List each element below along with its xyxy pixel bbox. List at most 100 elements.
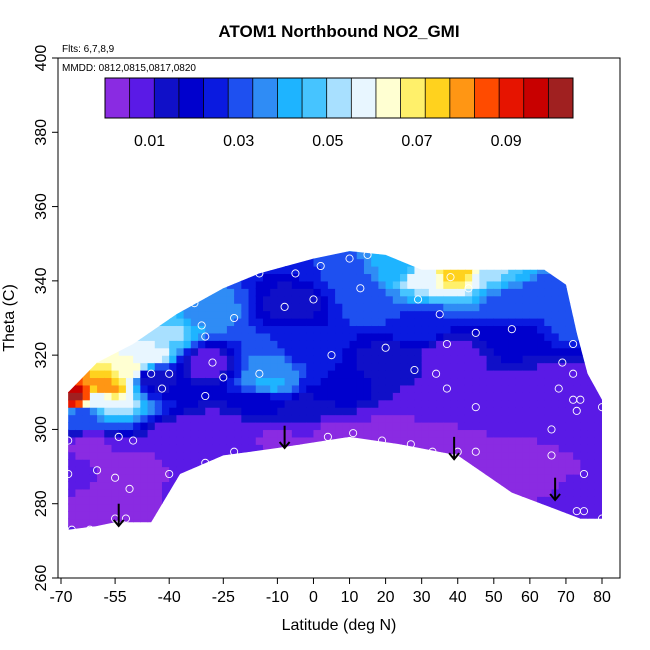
heatmap-cell <box>436 459 444 468</box>
heatmap-cell <box>75 407 84 416</box>
heatmap-cell <box>190 444 199 453</box>
heatmap-cell <box>219 474 228 483</box>
heatmap-cell <box>573 325 581 334</box>
heatmap-cell <box>587 384 596 393</box>
heatmap-cell <box>154 511 163 520</box>
heatmap-cell <box>270 251 278 260</box>
heatmap-cell <box>133 474 141 483</box>
heatmap-cell <box>443 280 452 289</box>
heatmap-cell <box>342 429 351 438</box>
heatmap-cell <box>219 288 228 297</box>
heatmap-cell <box>580 318 589 327</box>
heatmap-cell <box>320 347 329 356</box>
heatmap-cell <box>335 340 343 349</box>
heatmap-cell <box>450 288 459 297</box>
heatmap-cell <box>75 303 84 312</box>
heatmap-cell <box>226 481 235 490</box>
heatmap-cell <box>587 511 596 520</box>
heatmap-cell <box>306 422 315 431</box>
heatmap-cell <box>328 533 336 541</box>
heatmap-cell <box>573 303 581 312</box>
heatmap-cell <box>270 280 278 289</box>
heatmap-cell <box>544 496 553 505</box>
heatmap-cell <box>262 511 271 520</box>
heatmap-cell <box>183 407 192 416</box>
heatmap-cell <box>133 258 141 267</box>
heatmap-cell <box>573 377 581 386</box>
heatmap-cell <box>479 340 488 349</box>
heatmap-cell <box>147 466 156 475</box>
heatmap-cell <box>363 310 372 319</box>
heatmap-cell <box>464 436 473 445</box>
heatmap-cell <box>551 511 560 520</box>
heatmap-cell <box>327 496 336 505</box>
heatmap-cell <box>558 481 567 490</box>
heatmap-cell <box>198 496 206 505</box>
heatmap-cell <box>400 414 408 423</box>
heatmap-cell <box>537 303 545 312</box>
heatmap-cell <box>522 399 531 408</box>
heatmap-cell <box>277 273 286 282</box>
heatmap-cell <box>226 526 235 530</box>
heatmap-cell <box>198 340 206 349</box>
heatmap-cell <box>219 429 228 438</box>
heatmap-cell <box>219 503 228 512</box>
heatmap-cell <box>529 310 538 319</box>
heatmap-cell <box>580 251 589 260</box>
heatmap-cell <box>493 474 502 483</box>
heatmap-cell <box>327 392 336 401</box>
heatmap-cell <box>169 414 178 423</box>
heatmap-cell <box>125 325 134 334</box>
heatmap-cell <box>363 288 372 297</box>
heatmap-cell <box>212 518 221 527</box>
heatmap-cell <box>82 429 91 438</box>
heatmap-cell <box>205 347 214 356</box>
heatmap-cell <box>443 340 452 349</box>
heatmap-cell <box>205 251 214 260</box>
colorbar-swatch <box>351 78 377 118</box>
heatmap-cell <box>464 407 473 416</box>
heatmap-cell <box>277 533 285 541</box>
heatmap-cell <box>320 496 329 505</box>
heatmap-cell <box>392 340 401 349</box>
heatmap-cell <box>428 347 437 356</box>
heatmap-cell <box>212 466 221 475</box>
heatmap-cell <box>421 295 430 304</box>
plot-frame <box>57 57 621 579</box>
heatmap-cell <box>573 474 581 483</box>
heatmap-cell <box>104 429 113 438</box>
heatmap-cell <box>558 258 567 267</box>
heatmap-cell <box>522 511 531 520</box>
heatmap-cell <box>537 526 545 530</box>
heatmap-cell <box>342 392 351 401</box>
heatmap-cell <box>515 347 524 356</box>
heatmap-cell <box>161 466 170 475</box>
heatmap-cell <box>82 392 91 401</box>
heatmap-cell <box>241 503 250 512</box>
heatmap-cell <box>147 451 156 460</box>
heatmap-cell <box>400 481 408 490</box>
heatmap-cell <box>522 444 531 453</box>
heatmap-cell <box>140 399 149 408</box>
heatmap-cell <box>378 362 387 371</box>
heatmap-cell <box>313 251 322 252</box>
heatmap-cell <box>537 377 545 386</box>
heatmap-cell <box>241 511 250 520</box>
heatmap-cell <box>104 280 113 289</box>
heatmap-cell <box>587 466 596 475</box>
heatmap-cell <box>234 451 242 460</box>
heatmap-cell <box>486 518 495 527</box>
heatmap-cell <box>464 332 473 341</box>
heatmap-cell <box>140 332 149 341</box>
heatmap-cell <box>428 422 437 431</box>
heatmap-cell <box>97 362 105 371</box>
heatmap-cell <box>501 347 509 356</box>
heatmap-cell <box>161 503 170 512</box>
heatmap-cell <box>82 466 91 475</box>
heatmap-cell <box>529 251 538 252</box>
heatmap-cell <box>472 288 480 297</box>
heatmap-cell <box>147 325 156 334</box>
heatmap-cell <box>421 384 430 393</box>
heatmap-cell <box>198 310 206 319</box>
heatmap-cell <box>104 392 113 401</box>
